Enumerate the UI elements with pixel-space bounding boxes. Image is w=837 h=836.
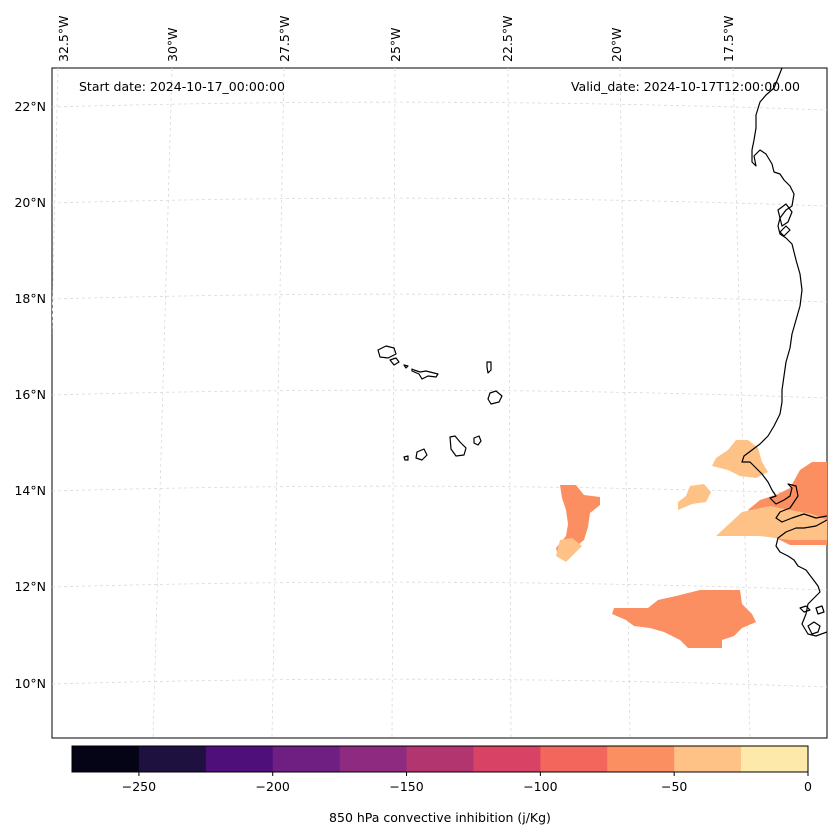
cin-patch-southern	[612, 590, 756, 648]
lon-label-17-5w: 17.5°W	[721, 16, 736, 62]
lon-label-32-5w: 32.5°W	[56, 16, 71, 62]
colorbar-bin-9	[674, 746, 742, 772]
coastline-guinea	[807, 621, 821, 635]
island-fogo	[415, 448, 428, 461]
longitude-labels: 32.5°W 30°W 27.5°W 25°W 22.5°W 20°W 17.5…	[56, 16, 736, 62]
colorbar-frame	[71, 745, 809, 773]
coastline-gambia-guinea-bissau	[775, 519, 827, 637]
lon-label-27-5w: 27.5°W	[277, 16, 292, 62]
cin-patch-gambia-offshore	[716, 506, 827, 540]
coastline-dakar-peninsula	[777, 203, 793, 227]
cin-patch-senegal-offshore	[712, 440, 768, 478]
colorbar-bin-7	[540, 746, 608, 772]
colorbar-label: 850 hPa convective inhibition (j/Kg)	[329, 810, 551, 825]
colorbar-ticks: −250 −200 −150 −100 −50 0	[122, 772, 812, 794]
cin-patch-western-south	[556, 538, 582, 562]
island-boa-vista	[487, 390, 503, 405]
lon-label-20w: 20°W	[609, 27, 624, 62]
lon-label-25w: 25°W	[388, 27, 403, 62]
colorbar-tick-label: −150	[389, 779, 423, 794]
colorbar-bin-6	[473, 746, 541, 772]
lat-label-12n: 12°N	[14, 579, 46, 594]
lon-label-22-5w: 22.5°W	[500, 16, 515, 62]
map-area	[52, 68, 827, 738]
colorbar-bin-10	[741, 746, 809, 772]
start-date-label: Start date: 2024-10-17_00:00:00	[79, 79, 285, 94]
coastline-banc-arguin	[779, 225, 791, 237]
colorbar-bin-1	[138, 746, 207, 772]
island-sao-vicente	[389, 357, 400, 366]
island-santiago	[449, 435, 467, 457]
lon-label-30w: 30°W	[165, 27, 180, 62]
colorbar-bin-3	[272, 746, 341, 772]
african-coastline	[741, 68, 827, 637]
colorbar-tick-label: 0	[804, 779, 812, 794]
colorbar-bin-2	[205, 746, 274, 772]
colorbar-bin-5	[406, 746, 474, 772]
island-santo-antao	[377, 345, 397, 359]
cape-verde-islands	[377, 345, 503, 461]
colorbar-bins	[72, 746, 809, 772]
lat-label-10n: 10°N	[14, 676, 46, 691]
island-maio	[473, 435, 482, 446]
valid-date-label: Valid_date: 2024-10-17T12:00:00.00	[571, 79, 800, 94]
colorbar-tick-label: −50	[661, 779, 687, 794]
colorbar-bin-0	[72, 746, 140, 772]
colorbar-tick-label: −250	[122, 779, 156, 794]
latitude-labels: 22°N 20°N 18°N 16°N 14°N 12°N 10°N	[14, 99, 46, 691]
lat-label-20n: 20°N	[14, 195, 46, 210]
island-santa-luzia	[403, 364, 409, 369]
island-brava	[403, 455, 409, 461]
coastline-bijagos	[799, 605, 811, 613]
lat-label-14n: 14°N	[14, 483, 46, 498]
lat-label-22n: 22°N	[14, 99, 46, 114]
colorbar-tick-label: −100	[523, 779, 557, 794]
cin-patches	[556, 440, 827, 648]
island-sal	[486, 361, 492, 374]
cin-patch-18w-offshore	[678, 484, 711, 510]
coastline-bijagos-2	[815, 605, 825, 615]
meridian-gridlines	[52, 68, 751, 738]
colorbar-bin-4	[339, 746, 408, 772]
colorbar-bin-8	[607, 746, 675, 772]
colorbar: −250 −200 −150 −100 −50 0 850 hPa convective …	[71, 745, 812, 825]
coastline-mauritania-senegal	[741, 68, 827, 523]
lat-label-18n: 18°N	[14, 291, 46, 306]
island-sao-nicolau	[411, 368, 439, 380]
colorbar-tick-label: −200	[256, 779, 290, 794]
lat-label-16n: 16°N	[14, 387, 46, 402]
